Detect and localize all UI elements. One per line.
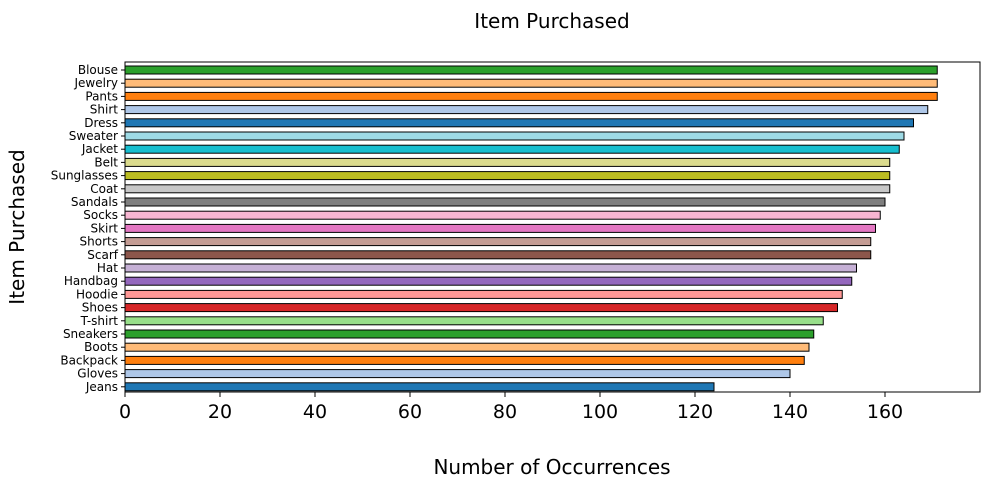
bar-handbag [124,276,853,286]
x-tick-label-160: 160 [867,401,903,423]
bar-jeans [124,382,715,392]
chart-title: Item Purchased [474,9,629,33]
bar-shirt [124,105,929,115]
y-tick-label-pants: Pants [85,89,118,103]
x-axis: 0 20 40 60 80 100 120 140 160 [119,392,903,423]
y-axis-label: Item Purchased [5,149,29,304]
bar-dress [124,118,914,128]
bar-boots [124,342,810,352]
y-tick-label-backpack: Backpack [60,353,118,367]
bar-sneakers [124,329,815,339]
y-tick-label-sunglasses: Sunglasses [51,169,118,183]
bar-sandals [124,197,886,207]
x-tick-label-20: 20 [208,401,232,423]
y-tick-label-sneakers: Sneakers [63,327,118,341]
x-tick-label-140: 140 [772,401,808,423]
y-tick-label-shorts: Shorts [80,235,118,249]
y-tick-label-dress: Dress [84,116,118,130]
y-tick-label-jewelry: Jewelry [74,76,119,90]
y-tick-label-belt: Belt [94,155,118,169]
bar-scarf [124,250,872,260]
y-tick-label-jeans: Jeans [85,380,118,394]
bar-hat [124,263,857,273]
y-tick-label-skirt: Skirt [90,221,118,235]
y-tick-label-gloves: Gloves [77,367,118,381]
bar-jewelry [124,78,938,88]
x-tick-label-0: 0 [119,401,131,423]
y-tick-label-shoes: Shoes [82,301,118,315]
y-axis: BlouseJewelryPantsShirtDressSweaterJacke… [51,63,125,394]
bars-group [124,65,938,392]
y-tick-label-scarf: Scarf [87,248,119,262]
x-tick-label-100: 100 [582,401,618,423]
bar-hoodie [124,289,843,299]
y-tick-label-boots: Boots [84,340,118,354]
bar-coat [124,184,891,194]
y-tick-label-t-shirt: T-shirt [80,314,119,328]
bar-skirt [124,223,876,233]
y-tick-label-jacket: Jacket [81,142,118,156]
y-tick-label-hat: Hat [97,261,118,275]
y-tick-label-sandals: Sandals [71,195,118,209]
bar-blouse [124,65,938,75]
y-tick-label-hoodie: Hoodie [76,287,118,301]
x-tick-label-120: 120 [677,401,713,423]
bar-shoes [124,303,838,313]
y-tick-label-shirt: Shirt [90,103,118,117]
y-tick-label-blouse: Blouse [78,63,118,77]
bar-backpack [124,355,805,365]
bar-sweater [124,131,905,141]
y-tick-label-socks: Socks [83,208,118,222]
bar-sunglasses [124,171,891,181]
x-tick-label-60: 60 [398,401,422,423]
bar-shorts [124,237,872,247]
bar-pants [124,91,938,101]
x-axis-label: Number of Occurrences [433,455,670,479]
y-tick-label-sweater: Sweater [69,129,118,143]
bar-socks [124,210,881,220]
y-tick-label-coat: Coat [90,182,118,196]
bar-belt [124,157,891,167]
x-tick-label-40: 40 [303,401,327,423]
bar-gloves [124,369,791,379]
x-tick-label-80: 80 [493,401,517,423]
y-tick-label-handbag: Handbag [64,274,118,288]
bar-jacket [124,144,900,154]
bar-t-shirt [124,316,824,326]
